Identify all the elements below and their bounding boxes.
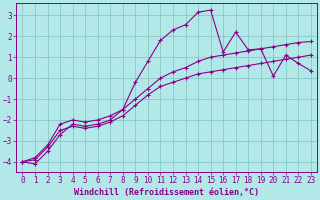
X-axis label: Windchill (Refroidissement éolien,°C): Windchill (Refroidissement éolien,°C) [74,188,259,197]
